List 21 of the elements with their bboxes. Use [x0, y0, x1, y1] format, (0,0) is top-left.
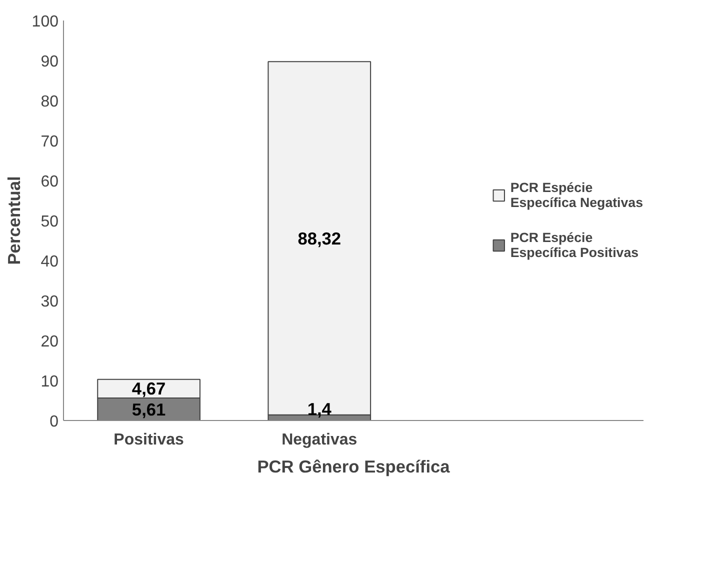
y-tick-label: 60	[40, 174, 59, 190]
y-axis-title: Percentual	[4, 176, 24, 265]
legend-label: PCR Espécie Específica Negativas	[510, 180, 643, 210]
y-tick-label: 100	[32, 14, 59, 30]
y-tick-label: 20	[40, 334, 59, 350]
y-tick-label: 10	[40, 374, 59, 390]
y-tick-label: 90	[40, 54, 59, 70]
y-tick-label: 50	[40, 214, 59, 230]
y-tick-label: 70	[40, 134, 59, 150]
data-label: 88,32	[298, 228, 342, 248]
y-tick-label: 0	[50, 414, 59, 430]
data-label: 5,61	[132, 399, 166, 420]
y-tick-label: 40	[40, 254, 59, 270]
data-label: 4,67	[132, 378, 166, 399]
legend-label: PCR Espécie Específica Positivas	[510, 230, 639, 260]
y-tick-label: 80	[40, 94, 59, 110]
y-tick-label: 30	[40, 294, 59, 310]
x-tick-label: Positivas	[114, 432, 184, 448]
data-label: 1,4	[307, 398, 332, 419]
x-tick-label: Negativas	[282, 432, 358, 448]
x-axis-title: PCR Gênero Específica	[257, 456, 450, 476]
